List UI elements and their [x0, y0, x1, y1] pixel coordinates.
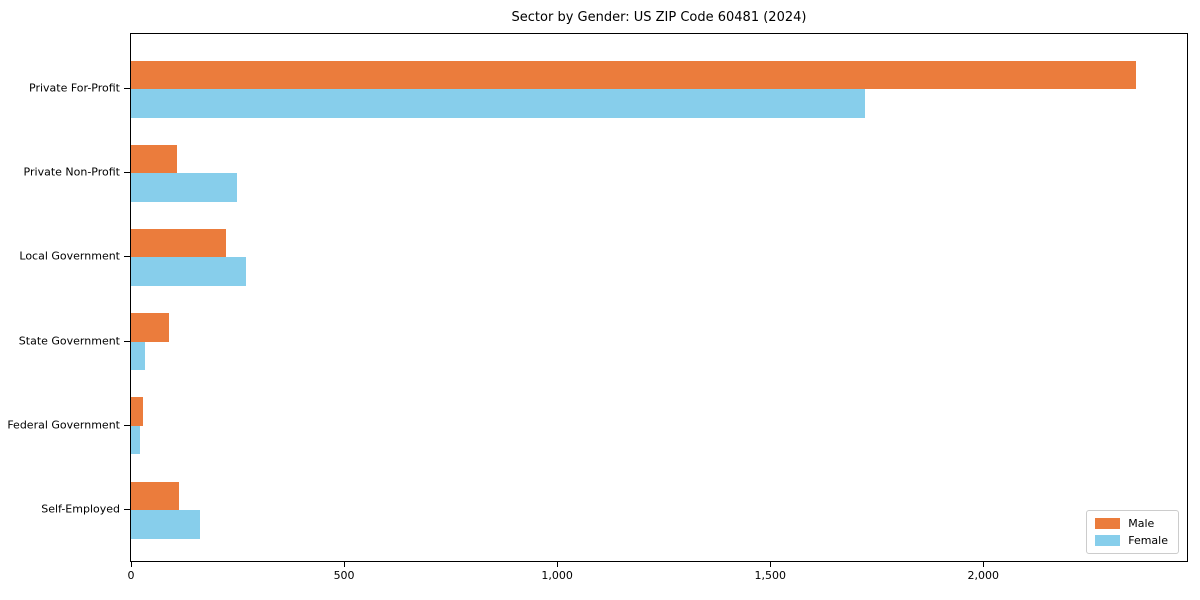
bar-male-6 — [131, 481, 180, 510]
y-tick-mark — [124, 509, 130, 510]
y-tick-label: Federal Government — [7, 418, 120, 432]
bar-female-4 — [131, 341, 146, 371]
y-tick-label: Private For-Profit — [29, 81, 120, 95]
legend-swatch-male-icon — [1095, 518, 1121, 529]
bar-female-2 — [131, 173, 237, 202]
legend-item-female: Female — [1095, 534, 1168, 547]
x-tick-mark — [983, 562, 985, 567]
y-tick-mark — [124, 172, 130, 174]
bar-male-3 — [131, 228, 226, 258]
plot-area: Male Female — [130, 33, 1188, 562]
y-tick-mark — [124, 88, 130, 89]
x-tick-label: 0 — [127, 569, 135, 582]
bar-male-4 — [131, 313, 169, 342]
x-tick-label: 1,500 — [754, 569, 786, 582]
x-tick-label: 2,000 — [967, 569, 1000, 582]
legend-swatch-female-icon — [1095, 535, 1121, 546]
bar-female-1 — [131, 89, 865, 118]
bar-male-5 — [131, 397, 144, 426]
bars-layer — [131, 34, 1187, 561]
y-tick-mark — [124, 340, 130, 342]
y-tick-mark — [124, 256, 130, 258]
x-tick-label: 1,000 — [541, 569, 573, 582]
y-tick-mark — [124, 424, 130, 426]
x-tick-mark — [557, 562, 559, 567]
legend: Male Female — [1086, 510, 1179, 554]
bar-male-2 — [131, 144, 178, 174]
bar-female-6 — [131, 510, 201, 539]
legend-label-female: Female — [1128, 534, 1168, 547]
y-tick-label: Self-Employed — [41, 502, 120, 516]
x-tick-mark — [131, 562, 132, 567]
legend-item-male: Male — [1095, 517, 1168, 530]
chart-title: Sector by Gender: US ZIP Code 60481 (202… — [511, 10, 807, 25]
bar-female-3 — [131, 257, 247, 286]
x-tick-label: 500 — [333, 569, 355, 582]
x-tick-mark — [770, 562, 772, 567]
legend-label-male: Male — [1128, 517, 1155, 530]
y-tick-label: Private Non-Profit — [23, 165, 120, 179]
bar-male-1 — [131, 60, 1136, 89]
x-tick-mark — [344, 562, 346, 567]
y-tick-label: Local Government — [19, 249, 120, 263]
y-tick-label: State Government — [18, 334, 120, 348]
bar-female-5 — [131, 425, 140, 455]
